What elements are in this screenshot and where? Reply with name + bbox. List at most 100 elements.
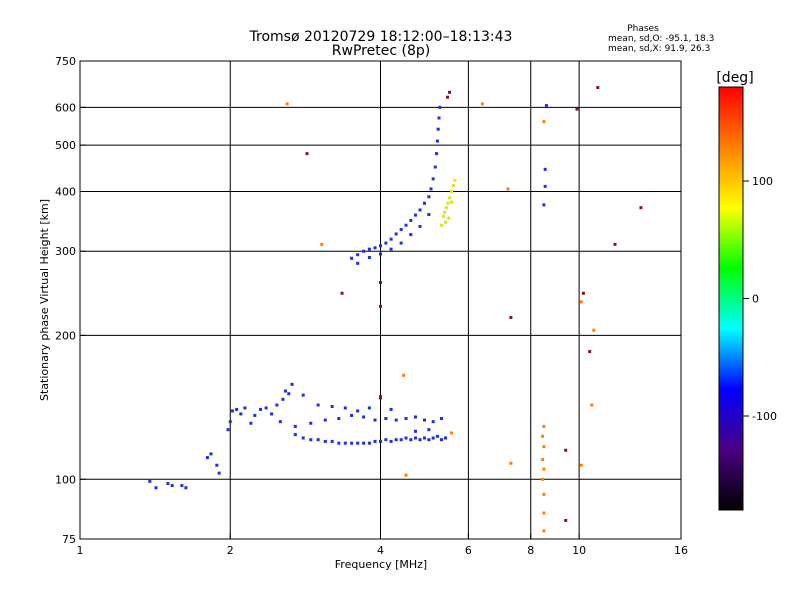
data-point [309,438,313,442]
data-point [373,246,377,250]
data-point [166,481,170,485]
x-tick-label: 2 [227,544,234,557]
data-point [287,392,291,396]
data-point [399,228,403,232]
y-axis-ticks: 75 100 200 300 400 500 600 750 [55,55,86,546]
data-point [435,139,439,143]
data-point [404,473,408,477]
data-point [613,242,617,246]
data-point [309,421,313,425]
data-point [402,373,406,377]
data-point [451,183,455,187]
data-point [362,415,366,419]
data-point [337,417,341,421]
data-point [564,448,568,452]
phase-stats-o: mean, sd,O: -95.1, 18.3 [608,34,714,44]
data-point [323,439,327,443]
grid-lines [80,61,681,539]
data-point [575,107,579,111]
data-point [542,445,546,449]
data-point [639,206,643,210]
data-point [323,418,327,422]
data-point [205,456,209,460]
data-point [320,242,324,246]
data-point [431,436,435,440]
data-point [506,187,510,191]
data-point [379,396,382,400]
data-point [440,438,444,442]
data-point [592,328,596,332]
data-point [442,214,446,218]
data-point [389,237,393,241]
x-tick-label: 8 [527,544,534,557]
data-point [418,438,422,442]
data-point [148,479,152,483]
data-point [542,511,546,515]
data-point [154,486,158,490]
data-point [170,484,174,488]
data-point [446,201,450,205]
data-point [394,232,398,236]
data-point [542,467,546,471]
data-point [228,420,232,424]
data-point [379,252,382,256]
data-point [444,220,448,224]
data-point [409,218,413,222]
data-point [542,203,546,207]
data-point [404,417,408,421]
chart-subtitle: RwPretec (8p) [332,43,430,59]
data-point [337,441,341,445]
data-point [579,300,583,304]
data-point [427,213,431,217]
data-point [413,436,417,440]
data-point [367,256,371,260]
data-point [259,407,263,411]
data-point [316,403,320,407]
data-point [564,518,568,522]
data-point [394,438,398,442]
data-point [542,529,546,533]
data-point [449,431,453,435]
x-tick-label: 16 [674,544,688,557]
data-point [404,223,408,227]
data-point [404,436,408,440]
data-point [427,195,431,199]
data-point [422,418,426,422]
data-point [384,417,388,421]
data-point [230,409,234,413]
data-point [436,127,440,131]
data-point [418,224,422,228]
data-point [429,187,433,191]
data-point [350,441,354,445]
data-point [362,441,366,445]
data-point [422,201,426,205]
x-tick-label: 10 [572,544,586,557]
y-axis-label: Stationary phase Virtual Height [km] [38,199,51,401]
data-point [543,184,547,188]
data-point [448,196,452,200]
data-point [278,420,282,424]
data-point [389,247,393,251]
data-point [590,403,594,407]
data-point [239,412,243,416]
data-point [367,247,371,251]
data-point [431,177,435,181]
data-point [449,200,453,204]
data-point [449,189,453,193]
data-point [418,208,422,212]
data-point [343,406,347,410]
data-point [226,428,230,432]
data-point [431,420,435,424]
data-point [596,86,600,90]
data-point [356,253,360,257]
y-tick-label: 400 [55,185,76,198]
data-point [579,463,583,467]
data-point [433,165,437,169]
data-point [542,492,546,496]
data-points [148,86,643,533]
data-point [409,233,413,237]
data-point [440,223,444,227]
data-point [243,406,247,410]
data-point [446,95,450,99]
data-point [542,120,546,124]
